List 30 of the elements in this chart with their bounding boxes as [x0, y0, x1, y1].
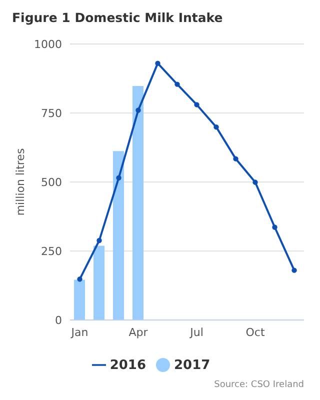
- bar: [113, 151, 124, 320]
- point: [136, 108, 141, 113]
- legend-label: 2016: [110, 358, 146, 373]
- point: [77, 276, 82, 282]
- y-tick-label: 500: [41, 176, 62, 189]
- point: [194, 102, 200, 108]
- chart-title: Figure 1 Domestic Milk Intake: [12, 10, 223, 25]
- y-tick-label: 250: [41, 244, 62, 258]
- x-tick-label: Apr: [128, 326, 148, 339]
- point: [214, 124, 219, 130]
- point: [174, 82, 180, 87]
- y-tick-label: 750: [41, 106, 62, 120]
- point: [272, 224, 278, 230]
- x-tick-label: Jul: [189, 326, 204, 339]
- bar: [94, 246, 104, 320]
- point: [155, 60, 160, 66]
- legend-label: 2017: [174, 358, 210, 373]
- bar: [132, 86, 144, 320]
- point: [116, 175, 122, 180]
- y-tick-label: 0: [55, 314, 62, 327]
- point: [252, 180, 258, 185]
- y-axis-title: million litres: [14, 148, 27, 216]
- x-tick-label: Jan: [70, 326, 88, 339]
- y-tick-label: 1000: [34, 38, 62, 51]
- bar: [74, 280, 85, 320]
- x-tick-label: Oct: [246, 326, 266, 339]
- source-note: Source: CSO Ireland: [214, 380, 304, 390]
- point: [96, 238, 102, 244]
- point: [292, 268, 297, 273]
- point: [233, 156, 238, 162]
